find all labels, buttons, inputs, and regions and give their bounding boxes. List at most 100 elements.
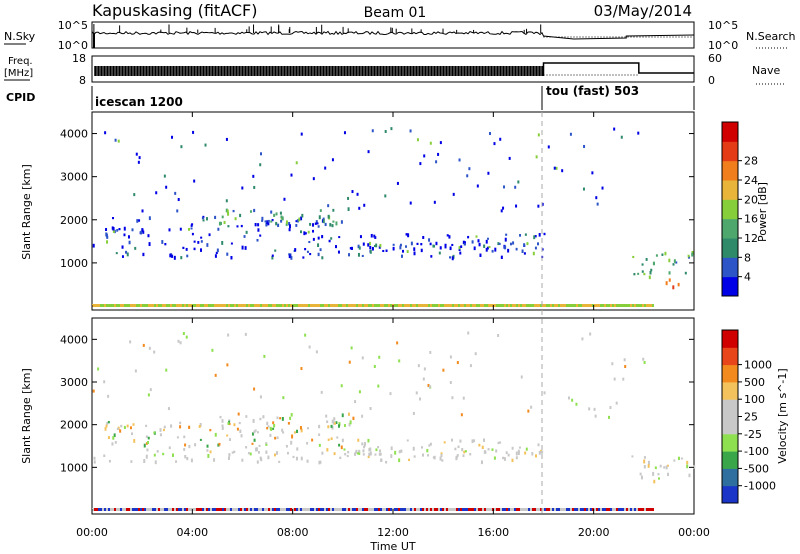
echo-cell bbox=[472, 304, 474, 307]
echo-cell bbox=[440, 452, 443, 455]
echo-cell bbox=[179, 421, 182, 425]
echo-cell bbox=[452, 508, 454, 511]
echo-cell bbox=[613, 377, 616, 381]
echo-cell bbox=[495, 449, 498, 453]
echo-cell bbox=[208, 304, 210, 307]
echo-cell bbox=[273, 424, 276, 428]
echo-cell bbox=[162, 428, 165, 432]
echo-cell bbox=[162, 304, 164, 307]
echo-cell bbox=[500, 209, 503, 213]
echo-cell bbox=[192, 304, 194, 307]
echo-cell bbox=[340, 384, 343, 388]
echo-cell bbox=[148, 304, 150, 307]
echo-cell bbox=[478, 304, 480, 307]
echo-cell bbox=[171, 135, 174, 139]
echo-cell bbox=[444, 244, 447, 249]
echo-cell bbox=[520, 375, 523, 379]
echo-cell bbox=[481, 445, 484, 450]
echo-cell bbox=[256, 238, 259, 242]
echo-cell bbox=[290, 304, 292, 307]
echo-cell bbox=[419, 162, 422, 166]
echo-cell bbox=[435, 241, 438, 246]
echo-cell bbox=[148, 216, 151, 221]
colorbar-tick-label: -100 bbox=[744, 445, 769, 458]
echo-cell bbox=[422, 377, 425, 381]
echo-cell bbox=[642, 304, 644, 307]
echo-cell bbox=[322, 217, 325, 220]
echo-cell bbox=[335, 221, 338, 226]
echo-cell bbox=[142, 508, 144, 511]
echo-cell bbox=[384, 194, 387, 198]
echo-cell bbox=[266, 426, 269, 430]
echo-cell bbox=[129, 340, 132, 344]
echo-cell bbox=[177, 198, 180, 202]
echo-cell bbox=[259, 456, 262, 460]
echo-cell bbox=[586, 508, 588, 511]
echo-cell bbox=[384, 508, 386, 511]
echo-cell bbox=[259, 395, 262, 399]
echo-cell bbox=[272, 304, 274, 307]
echo-cell bbox=[310, 508, 312, 511]
echo-cell bbox=[183, 435, 186, 439]
echo-cell bbox=[180, 145, 183, 149]
echo-cell bbox=[620, 508, 622, 511]
echo-cell bbox=[602, 508, 604, 511]
echo-cell bbox=[526, 508, 528, 511]
echo-cell bbox=[333, 417, 336, 421]
echo-cell bbox=[534, 454, 537, 458]
echo-cell bbox=[107, 394, 110, 398]
echo-cell bbox=[420, 242, 423, 246]
echo-cell bbox=[280, 508, 282, 511]
echo-cell bbox=[405, 245, 408, 248]
echo-cell bbox=[253, 208, 256, 213]
echo-cell bbox=[265, 450, 268, 454]
echo-cell bbox=[369, 245, 372, 250]
echo-cell bbox=[537, 133, 540, 137]
echo-cell bbox=[369, 407, 372, 411]
echo-cell bbox=[253, 387, 256, 391]
echo-cell bbox=[320, 390, 323, 394]
echo-cell bbox=[331, 224, 334, 228]
echo-cell bbox=[331, 425, 334, 430]
echo-cell bbox=[408, 304, 410, 307]
echo-cell bbox=[186, 508, 188, 511]
echo-cell bbox=[424, 304, 426, 307]
echo-cell bbox=[332, 304, 334, 307]
echo-cell bbox=[227, 422, 230, 425]
echo-cell bbox=[330, 237, 333, 240]
echo-cell bbox=[142, 304, 144, 307]
echo-cell bbox=[356, 192, 359, 196]
echo-cell bbox=[590, 508, 592, 511]
echo-cell bbox=[284, 304, 286, 307]
echo-cell bbox=[282, 508, 284, 511]
echo-cell bbox=[448, 508, 450, 511]
echo-cell bbox=[379, 452, 382, 456]
echo-cell bbox=[663, 466, 666, 469]
echo-cell bbox=[269, 433, 272, 437]
x-tick-label: 04:00 bbox=[176, 526, 208, 539]
echo-cell bbox=[348, 253, 351, 257]
echo-cell bbox=[366, 508, 368, 511]
echo-cell bbox=[340, 445, 343, 450]
echo-cell bbox=[236, 508, 238, 511]
echo-cell bbox=[358, 304, 360, 307]
echo-cell bbox=[168, 446, 171, 450]
echo-cell bbox=[497, 334, 500, 338]
echo-cell bbox=[504, 304, 506, 307]
echo-cell bbox=[225, 199, 228, 203]
echo-cell bbox=[569, 132, 572, 136]
echo-cell bbox=[540, 451, 543, 454]
echo-cell bbox=[412, 446, 415, 451]
echo-cell bbox=[285, 445, 288, 448]
echo-cell bbox=[517, 451, 520, 455]
echo-cell bbox=[449, 381, 452, 385]
echo-cell bbox=[272, 427, 275, 430]
echo-cell bbox=[210, 304, 212, 307]
echo-cell bbox=[265, 442, 268, 446]
echo-cell bbox=[438, 304, 440, 307]
echo-cell bbox=[147, 436, 150, 440]
echo-cell bbox=[474, 352, 477, 356]
echo-cell bbox=[518, 304, 520, 307]
echo-cell bbox=[414, 304, 416, 307]
echo-cell bbox=[650, 508, 652, 511]
